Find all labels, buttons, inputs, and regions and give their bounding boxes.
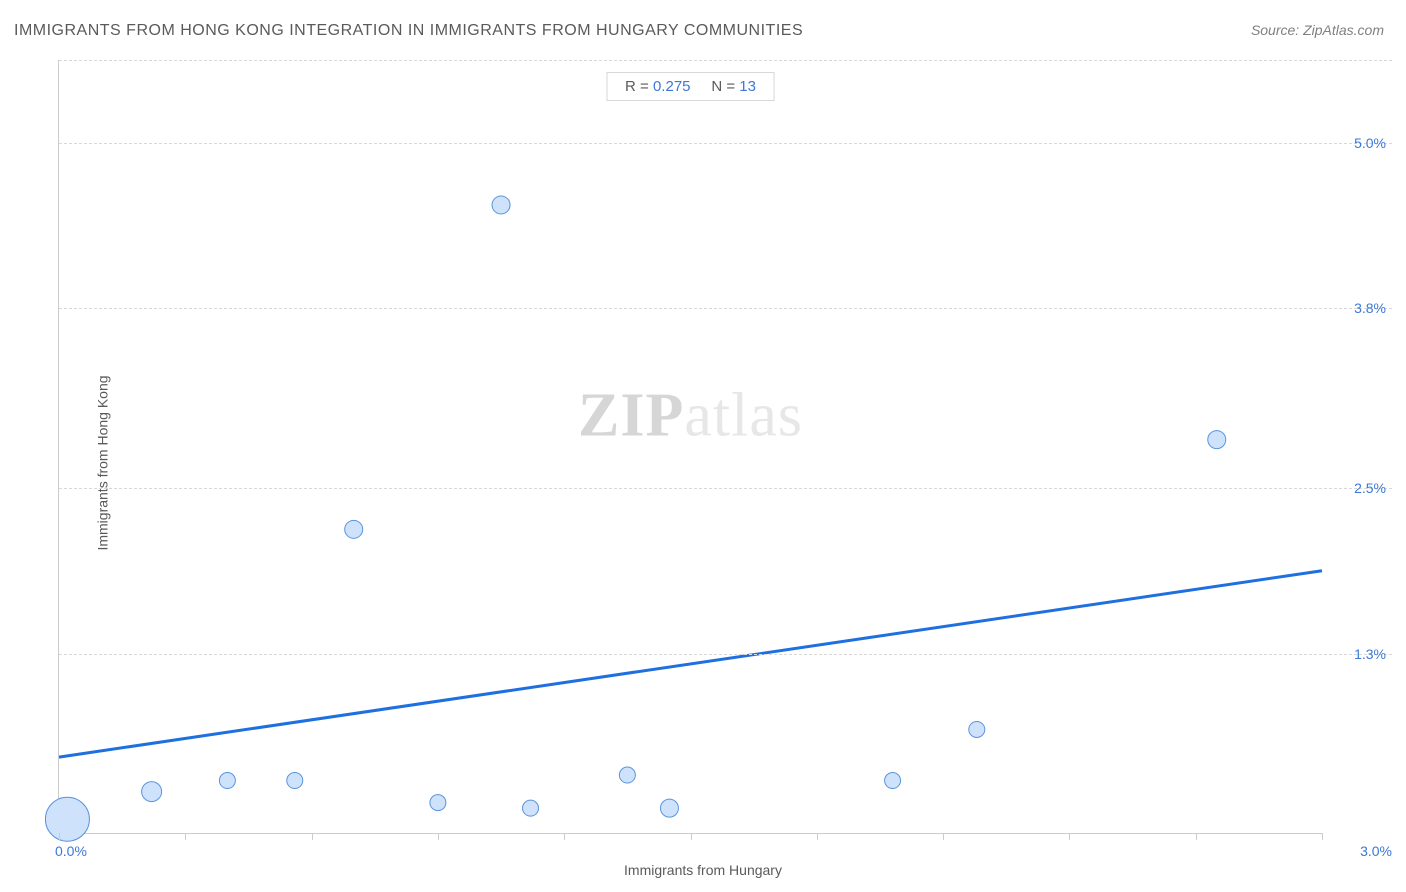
gridline [59,488,1392,489]
scatter-overlay [59,60,1322,833]
x-max-label: 3.0% [1360,843,1392,859]
data-point [219,773,235,789]
x-tick [438,833,439,840]
x-tick [1196,833,1197,840]
data-point [287,773,303,789]
gridline [59,308,1392,309]
data-point [345,520,363,538]
y-tick-label: 3.8% [1354,300,1386,316]
data-point [619,767,635,783]
x-tick [1069,833,1070,840]
data-point [430,795,446,811]
data-point [1208,431,1226,449]
trendline [59,571,1322,757]
x-axis-label: Immigrants from Hungary [624,862,782,878]
data-point [45,797,89,841]
x-tick [943,833,944,840]
data-point [969,721,985,737]
chart-container: Immigrants from Hong Kong Immigrants fro… [14,48,1392,878]
gridline [59,654,1392,655]
x-tick [1322,833,1323,840]
y-tick-label: 1.3% [1354,646,1386,662]
plot-area: ZIPatlas R = 0.275 N = 13 0.0% 3.0% 1.3%… [58,60,1322,834]
x-min-label: 0.0% [55,843,87,859]
x-tick [59,833,60,840]
data-point [660,799,678,817]
y-tick-label: 2.5% [1354,480,1386,496]
y-tick-label: 5.0% [1354,135,1386,151]
x-tick [312,833,313,840]
source-attribution: Source: ZipAtlas.com [1251,22,1384,38]
x-tick [691,833,692,840]
data-point [142,782,162,802]
x-tick [185,833,186,840]
x-tick [817,833,818,840]
data-point [523,800,539,816]
x-tick [564,833,565,840]
gridline [59,60,1392,61]
gridline [59,143,1392,144]
chart-title: IMMIGRANTS FROM HONG KONG INTEGRATION IN… [14,22,803,40]
data-point [492,196,510,214]
data-point [885,773,901,789]
